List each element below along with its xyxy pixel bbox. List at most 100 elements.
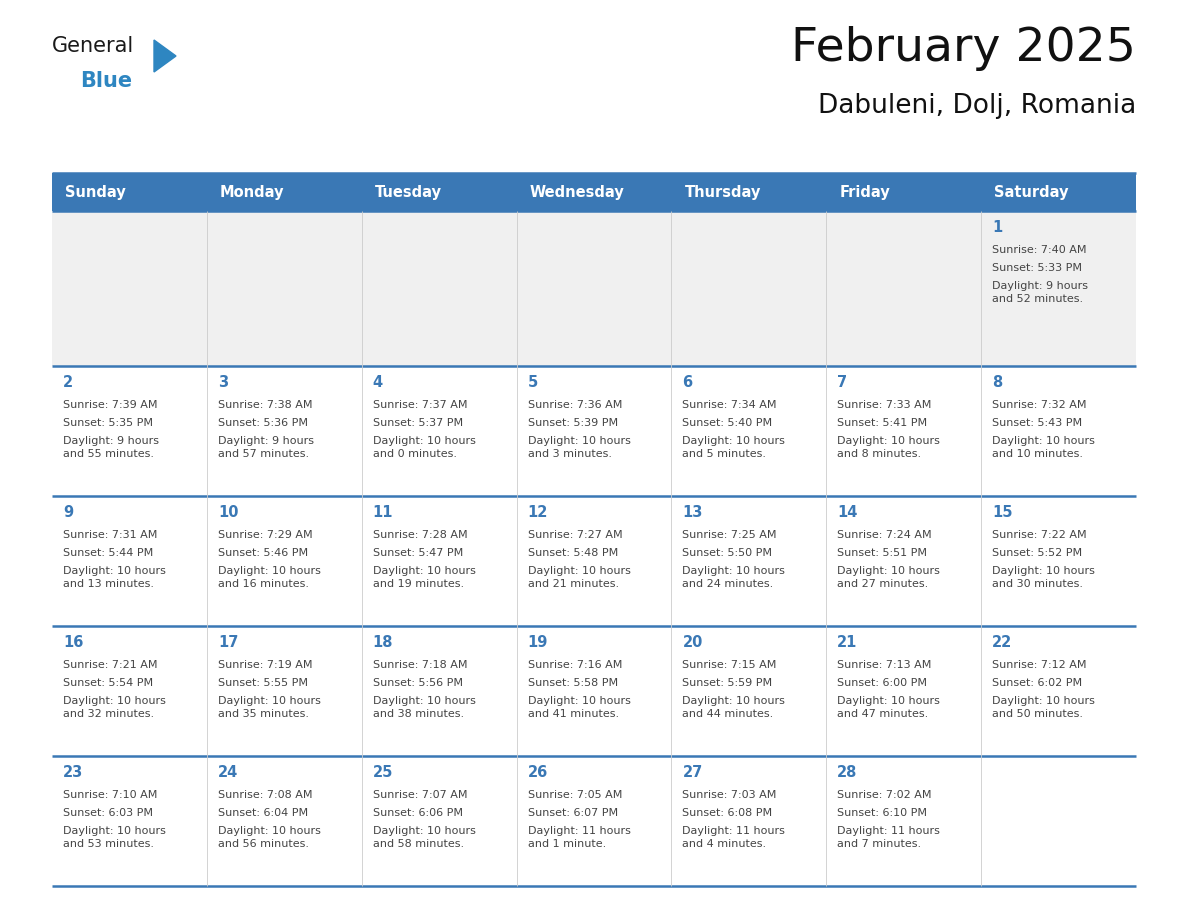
Text: 3: 3 (217, 375, 228, 390)
Bar (207, 756, 361, 886)
Text: 26: 26 (527, 765, 548, 780)
Bar (207, 626, 361, 756)
Text: Sunrise: 7:33 AM: Sunrise: 7:33 AM (838, 400, 931, 410)
Bar (361, 496, 517, 626)
Text: Sunset: 6:03 PM: Sunset: 6:03 PM (63, 808, 153, 818)
Bar (981, 756, 1136, 886)
Text: 11: 11 (373, 505, 393, 520)
Text: Sunrise: 7:28 AM: Sunrise: 7:28 AM (373, 530, 467, 540)
Text: 18: 18 (373, 635, 393, 650)
Text: Friday: Friday (839, 185, 890, 199)
Text: 14: 14 (838, 505, 858, 520)
Bar (361, 756, 517, 886)
Text: Daylight: 10 hours
and 24 minutes.: Daylight: 10 hours and 24 minutes. (682, 566, 785, 589)
Text: 22: 22 (992, 635, 1012, 650)
Text: 19: 19 (527, 635, 548, 650)
Text: Sunset: 6:04 PM: Sunset: 6:04 PM (217, 808, 308, 818)
Text: Sunrise: 7:15 AM: Sunrise: 7:15 AM (682, 660, 777, 670)
Text: Daylight: 10 hours
and 16 minutes.: Daylight: 10 hours and 16 minutes. (217, 566, 321, 589)
Bar (361, 366, 517, 496)
Text: Daylight: 11 hours
and 1 minute.: Daylight: 11 hours and 1 minute. (527, 826, 631, 849)
Text: Sunset: 5:58 PM: Sunset: 5:58 PM (527, 678, 618, 688)
Text: Blue: Blue (80, 71, 132, 91)
Text: 21: 21 (838, 635, 858, 650)
Text: Daylight: 10 hours
and 47 minutes.: Daylight: 10 hours and 47 minutes. (838, 696, 940, 719)
Text: 25: 25 (373, 765, 393, 780)
Text: Sunset: 5:51 PM: Sunset: 5:51 PM (838, 548, 928, 558)
Bar (52, 173, 207, 211)
Text: Sunset: 5:39 PM: Sunset: 5:39 PM (527, 418, 618, 428)
Bar (671, 173, 827, 211)
Text: Sunset: 5:56 PM: Sunset: 5:56 PM (373, 678, 462, 688)
Bar (981, 366, 1136, 496)
Text: 17: 17 (217, 635, 239, 650)
Text: Daylight: 9 hours
and 57 minutes.: Daylight: 9 hours and 57 minutes. (217, 436, 314, 459)
Bar (52, 496, 207, 626)
Text: Sunrise: 7:34 AM: Sunrise: 7:34 AM (682, 400, 777, 410)
Text: Daylight: 10 hours
and 35 minutes.: Daylight: 10 hours and 35 minutes. (217, 696, 321, 719)
Text: Sunset: 6:07 PM: Sunset: 6:07 PM (527, 808, 618, 818)
Bar (981, 496, 1136, 626)
Text: 1: 1 (992, 220, 1003, 235)
Text: Sunrise: 7:13 AM: Sunrise: 7:13 AM (838, 660, 931, 670)
Text: 6: 6 (682, 375, 693, 390)
Text: Sunrise: 7:37 AM: Sunrise: 7:37 AM (373, 400, 467, 410)
Text: Dabuleni, Dolj, Romania: Dabuleni, Dolj, Romania (817, 93, 1136, 119)
Text: Sunset: 5:48 PM: Sunset: 5:48 PM (527, 548, 618, 558)
Text: Sunset: 5:46 PM: Sunset: 5:46 PM (217, 548, 308, 558)
Text: 5: 5 (527, 375, 538, 390)
Text: 2: 2 (63, 375, 74, 390)
Text: Sunrise: 7:19 AM: Sunrise: 7:19 AM (217, 660, 312, 670)
Text: Sunrise: 7:10 AM: Sunrise: 7:10 AM (63, 790, 157, 800)
Text: Daylight: 10 hours
and 44 minutes.: Daylight: 10 hours and 44 minutes. (682, 696, 785, 719)
Text: 7: 7 (838, 375, 847, 390)
Text: Sunset: 6:08 PM: Sunset: 6:08 PM (682, 808, 772, 818)
Text: Sunset: 6:00 PM: Sunset: 6:00 PM (838, 678, 928, 688)
Text: 28: 28 (838, 765, 858, 780)
Text: Daylight: 10 hours
and 58 minutes.: Daylight: 10 hours and 58 minutes. (373, 826, 475, 849)
Text: 13: 13 (682, 505, 703, 520)
Text: Daylight: 10 hours
and 32 minutes.: Daylight: 10 hours and 32 minutes. (63, 696, 166, 719)
Text: Daylight: 10 hours
and 0 minutes.: Daylight: 10 hours and 0 minutes. (373, 436, 475, 459)
Text: Daylight: 10 hours
and 8 minutes.: Daylight: 10 hours and 8 minutes. (838, 436, 940, 459)
Text: Sunrise: 7:03 AM: Sunrise: 7:03 AM (682, 790, 777, 800)
Bar (827, 173, 981, 211)
Text: Thursday: Thursday (684, 185, 760, 199)
Text: Sunrise: 7:32 AM: Sunrise: 7:32 AM (992, 400, 1087, 410)
Bar (207, 496, 361, 626)
Text: Sunrise: 7:31 AM: Sunrise: 7:31 AM (63, 530, 157, 540)
Polygon shape (154, 40, 176, 72)
Text: 10: 10 (217, 505, 239, 520)
Bar (981, 626, 1136, 756)
Text: Daylight: 10 hours
and 27 minutes.: Daylight: 10 hours and 27 minutes. (838, 566, 940, 589)
Text: Daylight: 11 hours
and 4 minutes.: Daylight: 11 hours and 4 minutes. (682, 826, 785, 849)
Text: Daylight: 10 hours
and 19 minutes.: Daylight: 10 hours and 19 minutes. (373, 566, 475, 589)
Text: Sunrise: 7:05 AM: Sunrise: 7:05 AM (527, 790, 623, 800)
Text: Sunrise: 7:08 AM: Sunrise: 7:08 AM (217, 790, 312, 800)
Bar (361, 173, 517, 211)
Text: Sunset: 5:50 PM: Sunset: 5:50 PM (682, 548, 772, 558)
Bar (517, 173, 671, 211)
Text: 27: 27 (682, 765, 702, 780)
Text: Sunrise: 7:24 AM: Sunrise: 7:24 AM (838, 530, 931, 540)
Text: Sunset: 6:02 PM: Sunset: 6:02 PM (992, 678, 1082, 688)
Text: Sunset: 5:47 PM: Sunset: 5:47 PM (373, 548, 463, 558)
Bar (517, 366, 671, 496)
Text: Sunset: 5:44 PM: Sunset: 5:44 PM (63, 548, 153, 558)
Bar (517, 211, 671, 366)
Text: Sunrise: 7:27 AM: Sunrise: 7:27 AM (527, 530, 623, 540)
Text: 20: 20 (682, 635, 703, 650)
Bar (52, 626, 207, 756)
Text: General: General (52, 36, 134, 56)
Bar (361, 211, 517, 366)
Text: 24: 24 (217, 765, 238, 780)
Bar (981, 173, 1136, 211)
Text: Sunrise: 7:40 AM: Sunrise: 7:40 AM (992, 245, 1087, 255)
Text: 12: 12 (527, 505, 548, 520)
Bar (827, 211, 981, 366)
Text: Daylight: 11 hours
and 7 minutes.: Daylight: 11 hours and 7 minutes. (838, 826, 940, 849)
Text: Sunset: 5:54 PM: Sunset: 5:54 PM (63, 678, 153, 688)
Text: Daylight: 9 hours
and 52 minutes.: Daylight: 9 hours and 52 minutes. (992, 281, 1088, 304)
Text: Sunset: 5:52 PM: Sunset: 5:52 PM (992, 548, 1082, 558)
Text: Daylight: 10 hours
and 53 minutes.: Daylight: 10 hours and 53 minutes. (63, 826, 166, 849)
